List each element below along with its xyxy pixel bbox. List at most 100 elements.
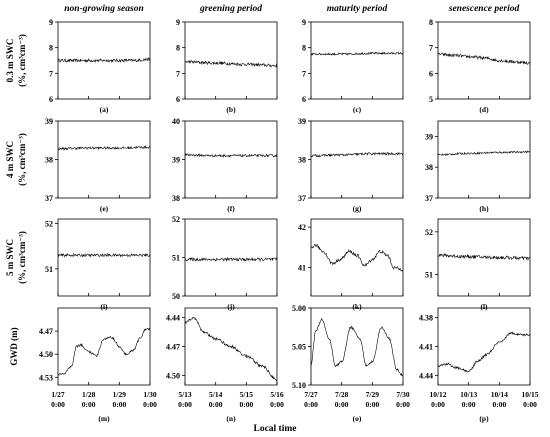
x-tick-time: 0:00: [396, 400, 410, 409]
panel-letter: (k): [352, 302, 362, 311]
y-tick-label: 9: [49, 18, 53, 27]
y-tick-label: 6: [302, 95, 306, 104]
chart-panel: 5.00 5.05 5.10 (o): [292, 304, 404, 423]
column-title: senescence period: [448, 4, 520, 14]
x-tick-label: 1/290:00: [112, 390, 126, 409]
panel-letter: (c): [353, 105, 362, 114]
row-label-name: 4 m SWC: [5, 141, 15, 178]
y-tick-label: 51: [425, 271, 433, 280]
panel-letter: (g): [353, 204, 362, 213]
y-tick-label: 4.44: [419, 371, 433, 380]
y-tick-label: 38: [172, 194, 180, 203]
y-tick-label: 4.41: [419, 343, 433, 352]
chart-panel: 52 51 (l): [425, 218, 531, 311]
x-tick-label: 7/280:00: [335, 390, 349, 409]
x-tick-label: 1/300:00: [143, 390, 157, 409]
y-tick-label: 37: [45, 194, 53, 203]
row-label-unit: (%, cm³cm⁻³): [17, 231, 27, 284]
plot-frame: [310, 21, 404, 100]
y-tick-label: 38: [298, 156, 306, 165]
y-tick-label: 42: [298, 223, 306, 232]
chart-panel: 40 39 38 (f): [172, 117, 278, 213]
series-line: [437, 150, 531, 157]
chart-panel: 4.38 4.41 4.44 (p): [419, 307, 531, 423]
x-tick-date: 10/12: [429, 390, 446, 399]
plot-frame: [437, 218, 531, 297]
plot-frame: [310, 307, 404, 386]
y-tick-label: 8: [49, 44, 53, 53]
y-tick-label: 8: [302, 44, 306, 53]
y-tick-label: 6: [49, 95, 53, 104]
row-label: 0.3 m SWC (%, cm³cm⁻³): [5, 34, 27, 87]
column-title: greening period: [199, 4, 262, 14]
plot-frame: [184, 307, 278, 386]
x-tick-label: 1/280:00: [82, 390, 96, 409]
x-tick-time: 0:00: [462, 400, 476, 409]
y-tick-label: 51: [45, 265, 53, 274]
y-tick-label: 8: [176, 44, 180, 53]
x-tick-label: 5/150:00: [239, 390, 253, 409]
y-tick-label: 52: [172, 215, 180, 224]
y-tick-label: 41: [298, 264, 306, 273]
y-tick-label: 7: [49, 69, 53, 78]
row-label-unit: (%, cm³cm⁻³): [17, 34, 27, 87]
x-tick-date: 10/15: [521, 390, 538, 399]
series-line: [437, 331, 531, 373]
series-line: [57, 327, 151, 376]
y-tick-label: 39: [172, 156, 180, 165]
x-tick-label: 5/130:00: [178, 390, 192, 409]
x-axis-title: Local time: [253, 424, 296, 434]
chart-panel: 39 38 37 (e): [45, 117, 151, 213]
series-line: [310, 317, 404, 377]
row-label: 4 m SWC (%, cm³cm⁻³): [5, 133, 27, 186]
panel-letter: (b): [226, 105, 236, 114]
y-tick-label: 7: [302, 69, 306, 78]
x-tick-date: 1/30: [143, 390, 157, 399]
plot-frame: [184, 218, 278, 297]
x-tick-label: 5/140:00: [209, 390, 223, 409]
y-tick-label: 7: [176, 69, 180, 78]
y-tick-label: 5: [429, 95, 433, 104]
panel-letter: (d): [479, 105, 489, 114]
series-line: [184, 256, 278, 263]
x-tick-date: 7/29: [366, 390, 380, 399]
x-tick-time: 0:00: [178, 400, 192, 409]
x-tick-label: 10/140:00: [491, 390, 508, 409]
x-tick-label: 7/300:00: [396, 390, 410, 409]
x-tick-time: 0:00: [304, 400, 318, 409]
panel-letter: (f): [227, 204, 235, 213]
series-line: [57, 57, 151, 63]
x-tick-date: 7/28: [335, 390, 349, 399]
plot-frame: [310, 218, 404, 297]
series-line: [184, 152, 278, 158]
y-tick-label: 37: [425, 194, 433, 203]
series-line: [310, 243, 403, 272]
series-line: [310, 151, 404, 158]
chart-panel: 39 38 37 (h): [425, 120, 531, 213]
chart-panel: 4.47 4.50 4.53 (m): [39, 307, 151, 423]
x-tick-date: 5/14: [209, 390, 223, 399]
y-tick-label: 5.00: [292, 304, 306, 313]
y-tick-label: 40: [172, 117, 180, 126]
chart-panel: 4.44 4.47 4.50 (n): [166, 307, 278, 423]
y-tick-label: 37: [298, 194, 306, 203]
panel-letter: (m): [98, 414, 110, 423]
chart-panel: 39 38 37 (g): [298, 117, 404, 213]
x-tick-label: 1/270:00: [51, 390, 65, 409]
plot-frame: [184, 21, 278, 100]
x-tick-date: 5/16: [270, 390, 284, 399]
y-tick-label: 4.44: [166, 314, 180, 323]
plot-frame: [57, 120, 151, 199]
series-line: [437, 52, 531, 65]
series-line: [184, 60, 278, 69]
column-title: non-growing season: [64, 4, 143, 14]
column-title: maturity period: [327, 4, 388, 14]
x-tick-date: 1/27: [51, 390, 65, 399]
x-tick-date: 10/13: [460, 390, 477, 399]
x-tick-time: 0:00: [143, 400, 157, 409]
x-tick-time: 0:00: [431, 400, 445, 409]
y-tick-label: 4.50: [166, 371, 180, 380]
x-tick-date: 1/28: [82, 390, 96, 399]
chart-panel: 8 7 6 5 (d): [429, 18, 531, 114]
panel-letter: (h): [479, 204, 489, 213]
